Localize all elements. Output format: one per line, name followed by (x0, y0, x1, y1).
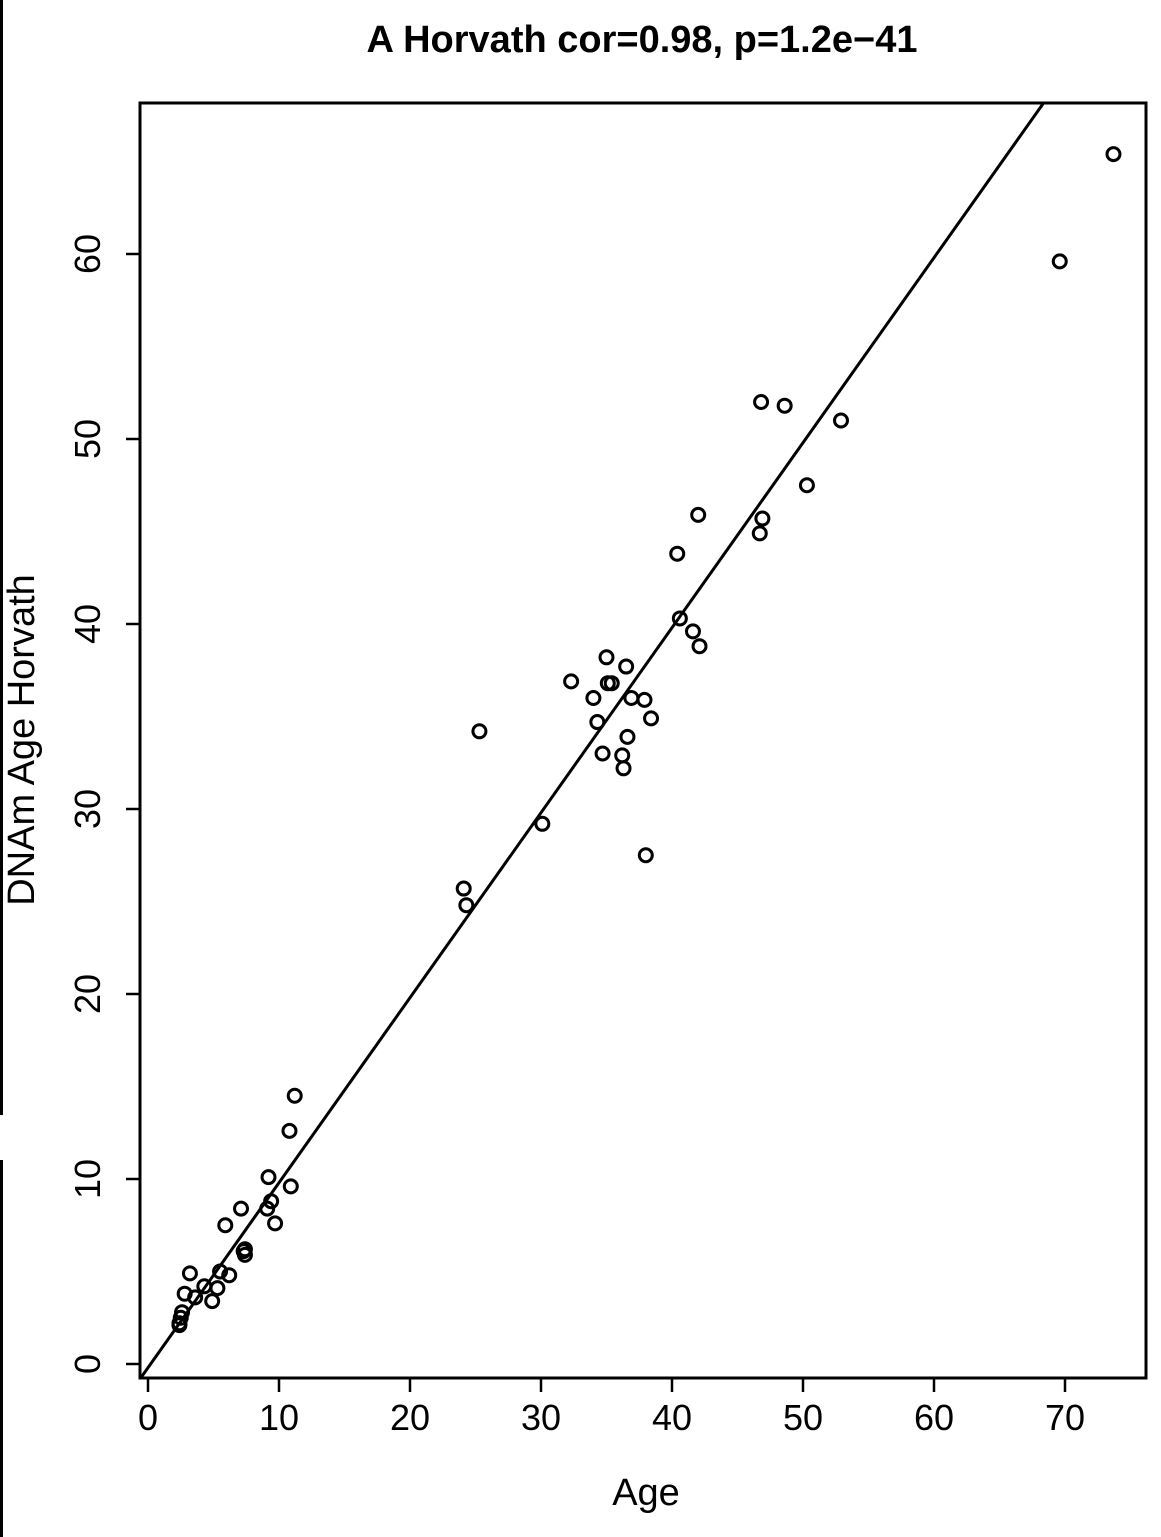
data-point (832, 412, 849, 429)
x-tick-label: 60 (914, 1397, 954, 1438)
data-point (754, 510, 771, 527)
data-point (615, 760, 632, 777)
y-axis-label: DNAm Age Horvath (1, 574, 43, 906)
data-point (1051, 253, 1068, 270)
y-tick-label: 30 (67, 789, 108, 829)
data-point (589, 714, 606, 731)
data-point (619, 728, 636, 745)
data-point (669, 545, 686, 562)
x-tick-label: 30 (521, 1397, 561, 1438)
data-point (267, 1215, 284, 1232)
data-point (1105, 146, 1122, 163)
data-point (281, 1122, 298, 1139)
y-tick-label: 0 (67, 1354, 108, 1374)
plot-area: 0 10 20 30 40 50 60 70 0 10 20 30 40 50 60 (67, 101, 1148, 1438)
chart-title: A Horvath cor=0.98, p=1.2e−41 (367, 19, 918, 61)
y-tick-label: 60 (67, 234, 108, 274)
regression-line (141, 104, 1045, 1377)
data-point (236, 1241, 253, 1258)
data-point (221, 1267, 238, 1284)
left-edge-line-top (0, 0, 3, 1115)
data-point (798, 477, 815, 494)
data-point (471, 723, 488, 740)
x-tick-label: 20 (390, 1397, 430, 1438)
data-point (233, 1200, 250, 1217)
data-point (618, 658, 635, 675)
data-point (598, 649, 615, 666)
data-point (691, 638, 708, 655)
y-tick-label: 20 (67, 974, 108, 1014)
x-tick-label: 10 (259, 1397, 299, 1438)
x-tick-label: 40 (652, 1397, 692, 1438)
x-tick-label: 50 (783, 1397, 823, 1438)
data-point (212, 1263, 229, 1280)
data-point (603, 675, 620, 692)
data-point (637, 847, 654, 864)
y-tick-label: 50 (67, 419, 108, 459)
data-point (594, 745, 611, 762)
x-tick-label: 0 (138, 1397, 158, 1438)
data-point (458, 897, 475, 914)
data-point (209, 1280, 226, 1297)
data-point (563, 673, 580, 690)
data-point (455, 880, 472, 897)
data-point (260, 1169, 277, 1186)
y-tick-label: 40 (67, 604, 108, 644)
data-point (671, 610, 688, 627)
x-axis-label: Age (612, 1472, 680, 1514)
left-edge-line-bottom (0, 1160, 3, 1537)
data-point (263, 1193, 280, 1210)
data-point (187, 1289, 204, 1306)
data-point (643, 710, 660, 727)
data-point (204, 1293, 221, 1310)
data-point (684, 623, 701, 640)
data-point (217, 1217, 234, 1234)
data-point (181, 1265, 198, 1282)
data-point (623, 690, 640, 706)
data-point (636, 691, 653, 708)
y-tick-label: 10 (67, 1159, 108, 1199)
data-point (286, 1087, 303, 1104)
plot-frame (138, 101, 1148, 1380)
data-point (585, 690, 602, 706)
data-point (236, 1246, 253, 1263)
data-point (171, 1315, 188, 1332)
data-point (690, 506, 707, 523)
data-point (753, 394, 770, 410)
data-point (534, 815, 551, 832)
data-point (776, 397, 793, 414)
data-point (614, 747, 631, 764)
x-tick-label: 70 (1045, 1397, 1085, 1438)
data-point (751, 525, 768, 542)
data-point (282, 1178, 299, 1195)
